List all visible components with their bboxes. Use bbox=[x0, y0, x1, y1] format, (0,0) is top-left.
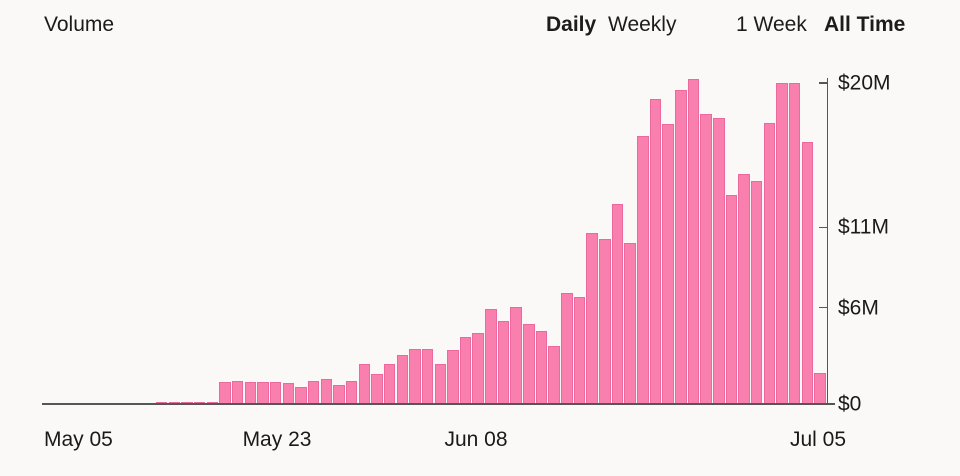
volume-bar[interactable] bbox=[231, 380, 244, 404]
volume-bar[interactable] bbox=[510, 307, 522, 404]
volume-bar[interactable] bbox=[345, 381, 358, 404]
volume-bar[interactable] bbox=[459, 336, 472, 404]
volume-bar[interactable] bbox=[611, 204, 624, 404]
volume-bar[interactable] bbox=[244, 381, 257, 404]
volume-bar[interactable] bbox=[637, 135, 649, 404]
volume-bar[interactable] bbox=[763, 122, 776, 404]
volume-bar[interactable] bbox=[371, 374, 383, 404]
volume-bar[interactable] bbox=[675, 90, 687, 404]
y-tick-label: $0 bbox=[838, 392, 862, 416]
volume-bar[interactable] bbox=[168, 402, 181, 404]
volume-bar[interactable] bbox=[485, 309, 497, 404]
volume-bar[interactable] bbox=[649, 99, 662, 404]
volume-bar[interactable] bbox=[143, 402, 155, 404]
y-tick-label: $6M bbox=[838, 296, 879, 320]
y-tick bbox=[819, 82, 827, 84]
y-tick-label: $11M bbox=[838, 215, 889, 239]
volume-bar[interactable] bbox=[155, 402, 168, 404]
volume-bar[interactable] bbox=[700, 114, 712, 404]
volume-bar[interactable] bbox=[333, 385, 345, 404]
volume-bar[interactable] bbox=[193, 401, 206, 404]
toggle-1-week[interactable]: 1 Week bbox=[736, 13, 807, 36]
toggle-all-time[interactable]: All Time bbox=[824, 13, 906, 36]
volume-bar[interactable] bbox=[295, 386, 307, 404]
x-axis bbox=[42, 403, 835, 405]
volume-bar[interactable] bbox=[396, 355, 408, 404]
volume-bar[interactable] bbox=[383, 363, 396, 404]
volume-bar[interactable] bbox=[738, 174, 750, 404]
y-tick bbox=[819, 403, 827, 405]
volume-bar[interactable] bbox=[472, 333, 484, 404]
volume-bar[interactable] bbox=[586, 232, 598, 404]
volume-bar[interactable] bbox=[257, 382, 269, 404]
y-tick bbox=[819, 226, 827, 229]
page-title: Volume bbox=[44, 13, 115, 36]
volume-bar[interactable] bbox=[814, 372, 826, 404]
toggle-weekly[interactable]: Weekly bbox=[608, 13, 677, 36]
volume-bar[interactable] bbox=[206, 401, 219, 404]
volume-bar[interactable] bbox=[282, 382, 294, 404]
toggle-daily[interactable]: Daily bbox=[546, 13, 597, 36]
volume-bar[interactable] bbox=[358, 364, 370, 404]
volume-bar[interactable] bbox=[434, 364, 446, 404]
volume-bar[interactable] bbox=[320, 379, 332, 404]
volume-bar[interactable] bbox=[219, 381, 231, 404]
volume-bar[interactable] bbox=[307, 381, 320, 404]
x-tick-label: Jul 05 bbox=[789, 428, 847, 451]
volume-bar[interactable] bbox=[789, 82, 801, 404]
volume-bar[interactable] bbox=[535, 330, 548, 404]
volume-bar[interactable] bbox=[497, 320, 510, 404]
volume-bar[interactable] bbox=[801, 141, 814, 404]
volume-bar[interactable] bbox=[573, 296, 586, 404]
volume-bar[interactable] bbox=[447, 350, 459, 404]
volume-bar[interactable] bbox=[624, 243, 636, 404]
volume-bar[interactable] bbox=[181, 402, 193, 404]
volume-bar[interactable] bbox=[523, 323, 535, 404]
volume-bar[interactable] bbox=[561, 292, 573, 404]
volume-bar[interactable] bbox=[713, 118, 725, 404]
volume-bar[interactable] bbox=[269, 381, 282, 404]
y-tick-label: $20M bbox=[838, 71, 891, 95]
volume-bar[interactable] bbox=[751, 180, 763, 404]
volume-bar[interactable] bbox=[776, 82, 788, 404]
volume-bar[interactable] bbox=[687, 79, 700, 404]
x-tick-label: Jun 08 bbox=[444, 428, 508, 451]
volume-bar[interactable] bbox=[599, 239, 611, 404]
y-axis bbox=[826, 78, 829, 405]
volume-bar[interactable] bbox=[548, 346, 560, 404]
x-tick-label: May 23 bbox=[242, 428, 312, 451]
volume-bar[interactable] bbox=[662, 124, 674, 404]
x-tick-label: May 05 bbox=[44, 428, 113, 451]
y-tick bbox=[819, 306, 827, 309]
volume-bar[interactable] bbox=[409, 348, 421, 404]
volume-bar[interactable] bbox=[421, 349, 434, 404]
volume-bar[interactable] bbox=[725, 195, 738, 404]
